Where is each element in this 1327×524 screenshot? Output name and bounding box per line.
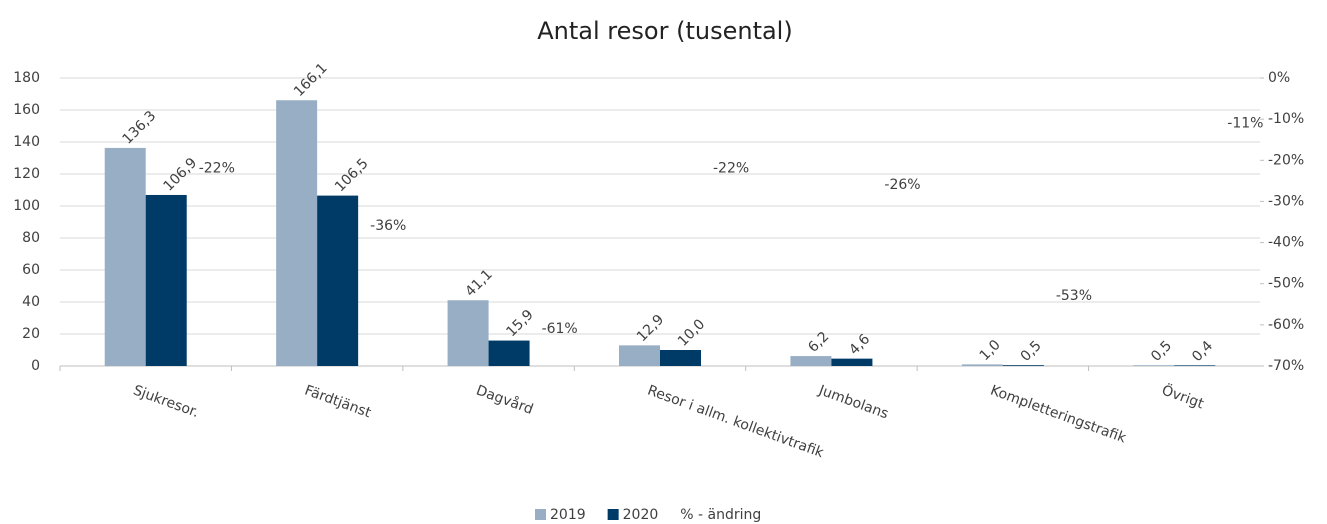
value-label: 6,2 [805, 329, 832, 356]
x-tick-label: Resor i allm. kollektivtrafik [645, 382, 826, 461]
value-label: 15,9 [503, 307, 536, 340]
bar [488, 340, 530, 366]
y-tick-label: 140 [13, 134, 40, 150]
x-tick-label: Kompletteringstrafik [988, 382, 1129, 446]
legend-swatch [535, 509, 546, 520]
value-label: 0,4 [1189, 338, 1216, 365]
x-tick-label: Jumbolans [816, 382, 891, 422]
percent-label: -11% [1227, 115, 1263, 131]
x-tick-label: Dagvård [474, 382, 536, 418]
y-tick-label: 60 [22, 262, 40, 278]
bar [619, 345, 660, 366]
bar [1002, 365, 1044, 366]
value-label: 0,5 [1148, 338, 1175, 365]
value-label: 106,5 [332, 156, 372, 196]
x-tick-label: Sjukresor. [131, 382, 201, 421]
legend-label: 2020 [623, 507, 659, 523]
value-label: 4,6 [846, 331, 873, 358]
y-tick-label: 80 [22, 230, 40, 246]
bar [961, 364, 1003, 366]
value-label: 166,1 [291, 60, 331, 100]
percent-label: -22% [199, 161, 235, 177]
y-tick-label: 180 [13, 70, 40, 86]
y-tick-label: 40 [22, 294, 40, 310]
y2-tick-label: 0% [1268, 70, 1290, 86]
bar [317, 195, 359, 366]
y2-tick-label: -60% [1268, 317, 1304, 333]
value-label: 10,0 [675, 316, 708, 349]
y-tick-label: 160 [13, 102, 40, 118]
bar [104, 147, 146, 366]
bar [145, 194, 187, 366]
y2-tick-label: -50% [1268, 276, 1304, 292]
y2-tick-label: -40% [1268, 235, 1304, 251]
y-tick-label: 100 [13, 198, 40, 214]
value-label: 0,5 [1018, 338, 1045, 365]
y2-tick-label: -30% [1268, 193, 1304, 209]
legend-label: 2019 [550, 507, 586, 523]
y2-tick-label: -20% [1268, 152, 1304, 168]
percent-label: -61% [542, 321, 578, 337]
chart-title: Antal resor (tusental) [537, 17, 792, 45]
value-label: 12,9 [634, 312, 667, 345]
legend-swatch [607, 509, 619, 520]
percent-label: -36% [370, 218, 406, 234]
bar [831, 358, 873, 366]
bar [1133, 365, 1175, 366]
percent-label: -26% [884, 177, 920, 193]
bar [790, 356, 832, 366]
bar [660, 350, 701, 366]
percent-label: -53% [1056, 288, 1092, 304]
value-label: 41,1 [462, 267, 495, 300]
bar [276, 100, 318, 367]
bar [447, 300, 489, 366]
y-tick-label: 0 [31, 358, 40, 374]
y-tick-label: 20 [22, 326, 40, 342]
y2-tick-label: -10% [1268, 111, 1304, 127]
bar [1174, 365, 1216, 366]
value-label: 106,9 [161, 155, 201, 195]
legend-label: % - ändring [680, 507, 761, 523]
value-label: 1,0 [977, 337, 1004, 364]
x-tick-label: Övrigt [1160, 381, 1207, 413]
y2-tick-label: -70% [1268, 358, 1304, 374]
percent-label: -22% [713, 161, 749, 177]
y-tick-label: 120 [13, 166, 40, 182]
x-tick-label: Färdtjänst [302, 382, 373, 421]
